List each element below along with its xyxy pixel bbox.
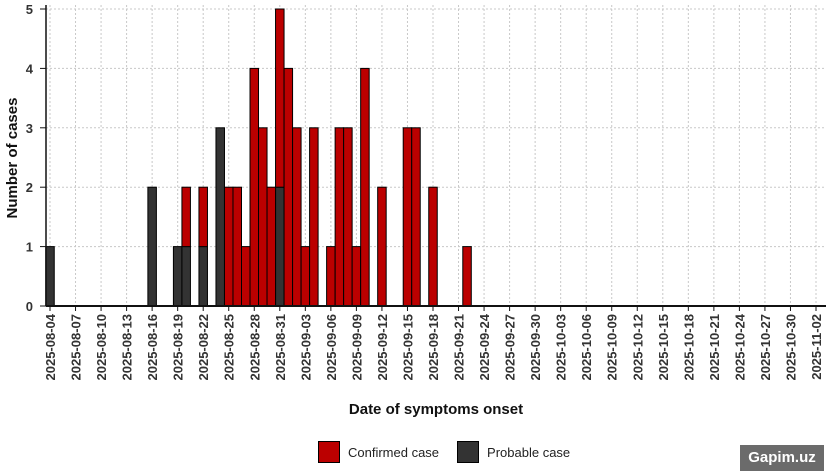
x-tick-label: 2025-10-21 — [707, 314, 722, 381]
x-tick-label: 2025-09-06 — [324, 314, 339, 381]
x-tick-label: 2025-08-13 — [120, 314, 135, 381]
bar-confirmed — [223, 186, 234, 307]
x-tick-label: 2025-08-16 — [145, 314, 160, 381]
bar-probable — [45, 246, 55, 307]
x-axis-label: Date of symptoms onset — [349, 401, 523, 418]
bar-probable — [198, 246, 208, 307]
legend-confirmed-label: Confirmed case — [348, 444, 440, 460]
bar-confirmed — [283, 67, 294, 307]
y-tick-label: 5 — [26, 2, 33, 17]
bar-probable — [215, 127, 225, 307]
bar-confirmed — [326, 246, 336, 307]
x-tick-label: 2025-08-28 — [247, 314, 262, 381]
bar-confirmed — [249, 67, 260, 307]
x-tick-label: 2025-09-21 — [452, 314, 467, 381]
y-tick-label: 4 — [26, 61, 34, 76]
bar-confirmed — [377, 186, 387, 307]
x-tick-label: 2025-09-15 — [400, 314, 415, 381]
bar-confirmed — [428, 186, 438, 307]
x-tick-label: 2025-08-22 — [196, 314, 211, 381]
bar-confirmed — [411, 127, 421, 307]
bar-confirmed — [181, 186, 191, 248]
x-tick-label: 2025-10-03 — [554, 314, 569, 381]
x-tick-label: 2025-10-24 — [732, 313, 747, 380]
axes — [45, 5, 826, 307]
bar-confirmed — [258, 127, 268, 307]
bar-probable — [172, 246, 183, 307]
x-tick-label: 2025-10-06 — [579, 314, 594, 381]
y-tick-label: 3 — [26, 121, 33, 136]
bar-confirmed — [402, 127, 413, 307]
x-tick-label: 2025-09-12 — [375, 314, 390, 381]
bar-confirmed — [292, 127, 302, 307]
legend: Confirmed case Probable case — [318, 441, 588, 463]
x-tick-label: 2025-10-30 — [783, 314, 798, 381]
x-tick-label: 2025-10-18 — [681, 314, 696, 381]
bar-confirmed — [275, 8, 285, 188]
confirmed-swatch — [318, 441, 340, 463]
x-tick-label: 2025-09-27 — [503, 314, 518, 381]
bar-confirmed — [462, 246, 472, 307]
bar-probable — [181, 246, 191, 307]
x-tick-label: 2025-10-15 — [656, 314, 671, 381]
y-axis-label: Number of cases — [4, 98, 21, 219]
bar-confirmed — [309, 127, 319, 307]
bar-probable — [147, 186, 157, 307]
y-tick-label: 2 — [26, 180, 33, 195]
x-tick-label: 2025-10-09 — [605, 314, 620, 381]
x-tick-label: 2025-11-02 — [809, 314, 824, 380]
bar-confirmed — [351, 246, 362, 307]
y-tick-label: 1 — [26, 240, 33, 255]
watermark-logo: Gapim.uz — [740, 445, 824, 471]
x-tick-label: 2025-09-03 — [298, 314, 313, 381]
bar-confirmed — [300, 246, 311, 307]
x-tick-label: 2025-09-30 — [528, 314, 543, 381]
bar-confirmed — [360, 67, 370, 307]
x-tick-label: 2025-09-24 — [477, 313, 492, 380]
legend-probable-label: Probable case — [487, 444, 571, 460]
bar-confirmed — [241, 246, 251, 307]
x-tick-label: 2025-10-27 — [758, 314, 773, 381]
bars — [45, 8, 472, 307]
probable-swatch — [457, 441, 480, 463]
bar-confirmed — [232, 186, 243, 307]
bar-confirmed — [334, 127, 345, 307]
x-tick-label: 2025-08-31 — [273, 314, 288, 381]
x-tick-label: 2025-08-19 — [171, 314, 186, 381]
x-tick-labels: 2025-08-04 2025-08-07 2025-08-10 2025-08-13… — [43, 306, 824, 381]
bar-probable — [275, 186, 285, 307]
y-tick-label: 0 — [26, 299, 33, 314]
x-tick-label: 2025-08-04 — [43, 313, 58, 380]
x-tick-label: 2025-08-25 — [222, 314, 237, 381]
x-tick-label: 2025-09-18 — [426, 314, 441, 381]
bar-confirmed — [198, 186, 208, 248]
legend-item-probable: Probable case — [457, 441, 570, 463]
x-tick-label: 2025-08-07 — [69, 314, 84, 381]
x-tick-label: 2025-08-10 — [94, 314, 109, 381]
y-tick-labels: 0 1 2 3 4 5 — [26, 2, 46, 314]
x-tick-label: 2025-09-09 — [349, 314, 364, 381]
bar-confirmed — [343, 127, 353, 307]
legend-item-confirmed: Confirmed case — [318, 441, 439, 463]
bar-confirmed — [266, 186, 277, 307]
x-tick-label: 2025-10-12 — [630, 314, 645, 381]
